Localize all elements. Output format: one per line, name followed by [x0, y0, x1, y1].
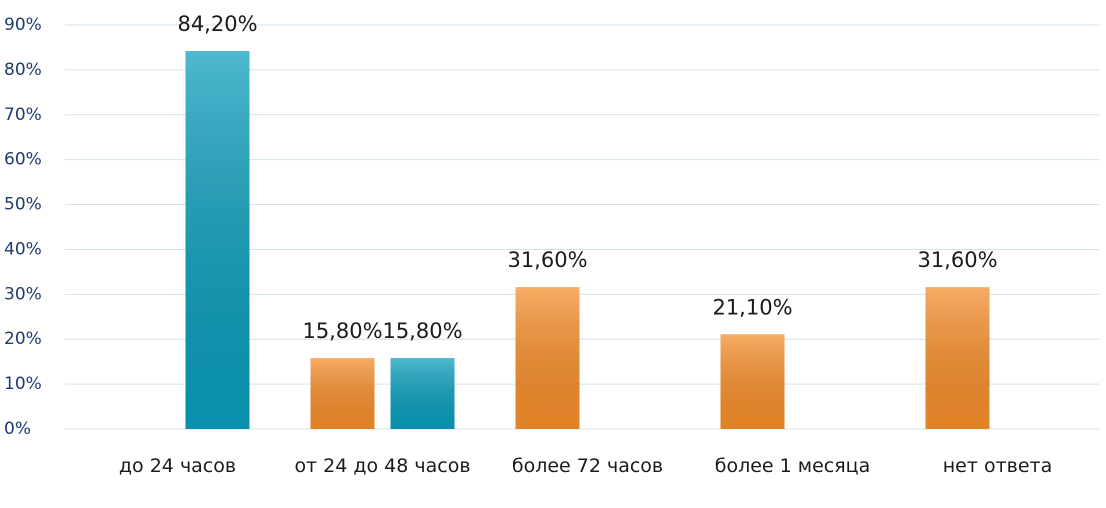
data-label: 21,10%: [712, 295, 792, 319]
y-tick-label: 10%: [4, 374, 42, 394]
y-tick-label: 70%: [4, 105, 42, 125]
bar-sheen: [720, 334, 785, 429]
y-tick-label: 20%: [4, 329, 42, 349]
y-tick-label: 60%: [4, 150, 42, 170]
y-tick-label: 40%: [4, 239, 42, 259]
data-label: 84,20%: [177, 12, 257, 36]
data-label: 31,60%: [507, 248, 587, 272]
bar-sheen: [925, 287, 990, 429]
x-tick-label: до 24 часов: [118, 455, 237, 477]
data-label: 31,60%: [917, 248, 997, 272]
bar-sheen: [515, 287, 580, 429]
bar-sheen: [310, 358, 375, 429]
y-tick-label: 30%: [4, 284, 42, 304]
y-tick-label: 50%: [4, 195, 42, 215]
data-label: 15,80%: [302, 319, 382, 343]
x-tick-label: более 1 месяца: [714, 455, 871, 477]
y-tick-label: 90%: [4, 15, 42, 35]
bar-sheen: [185, 51, 250, 430]
x-tick-label: от 24 до 48 часов: [294, 455, 471, 477]
y-tick-label: 0%: [4, 419, 31, 439]
x-tick-label: нет ответа: [942, 455, 1053, 477]
data-label: 15,80%: [382, 319, 462, 343]
y-tick-label: 80%: [4, 60, 42, 80]
x-tick-label: более 72 часов: [511, 455, 664, 477]
bar-sheen: [390, 358, 455, 429]
